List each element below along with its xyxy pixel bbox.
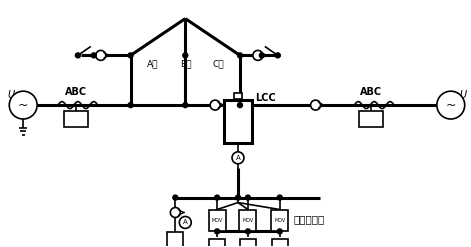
Bar — [64, 111, 88, 127]
Text: A: A — [236, 155, 240, 161]
Bar — [359, 111, 383, 127]
Circle shape — [275, 53, 280, 58]
Text: A: A — [183, 219, 187, 226]
Circle shape — [310, 100, 321, 110]
Circle shape — [128, 53, 133, 58]
Text: LCC: LCC — [255, 93, 276, 103]
Circle shape — [215, 195, 219, 200]
Circle shape — [96, 50, 106, 60]
Circle shape — [173, 195, 178, 200]
Text: ~: ~ — [18, 99, 28, 112]
Circle shape — [91, 53, 96, 58]
Text: U: U — [8, 90, 15, 100]
Circle shape — [245, 195, 251, 200]
Circle shape — [9, 91, 37, 119]
Circle shape — [232, 152, 244, 164]
Circle shape — [171, 207, 180, 217]
Circle shape — [260, 53, 264, 58]
Circle shape — [128, 103, 133, 108]
Circle shape — [215, 229, 219, 234]
Bar — [240, 239, 256, 247]
Bar — [272, 239, 288, 247]
Bar — [234, 93, 242, 99]
Text: MOV: MOV — [242, 218, 253, 223]
Circle shape — [75, 53, 81, 58]
Text: MOV: MOV — [274, 218, 285, 223]
Text: +: + — [22, 90, 30, 100]
Circle shape — [437, 91, 465, 119]
Bar — [209, 209, 226, 231]
Text: ABC: ABC — [65, 87, 87, 97]
Bar — [224, 100, 252, 143]
Circle shape — [179, 216, 191, 228]
Text: ABC: ABC — [360, 87, 382, 97]
Circle shape — [245, 229, 251, 234]
Text: ~: ~ — [446, 99, 456, 112]
Bar — [239, 209, 256, 231]
Text: +: + — [444, 90, 452, 100]
Circle shape — [183, 53, 188, 58]
Bar — [209, 239, 225, 247]
Text: A相: A相 — [147, 59, 158, 68]
Bar — [271, 209, 288, 231]
Circle shape — [210, 100, 220, 110]
Text: U: U — [459, 90, 466, 100]
Bar — [167, 232, 183, 247]
Text: 电压限制器: 电压限制器 — [294, 214, 325, 225]
Circle shape — [183, 103, 188, 108]
Text: C相: C相 — [212, 59, 224, 68]
Circle shape — [277, 229, 282, 234]
Circle shape — [236, 195, 241, 200]
Text: MOV: MOV — [211, 218, 223, 223]
Circle shape — [253, 50, 263, 60]
Circle shape — [277, 195, 282, 200]
Circle shape — [237, 103, 243, 108]
Circle shape — [237, 53, 243, 58]
Text: B相: B相 — [180, 59, 192, 68]
